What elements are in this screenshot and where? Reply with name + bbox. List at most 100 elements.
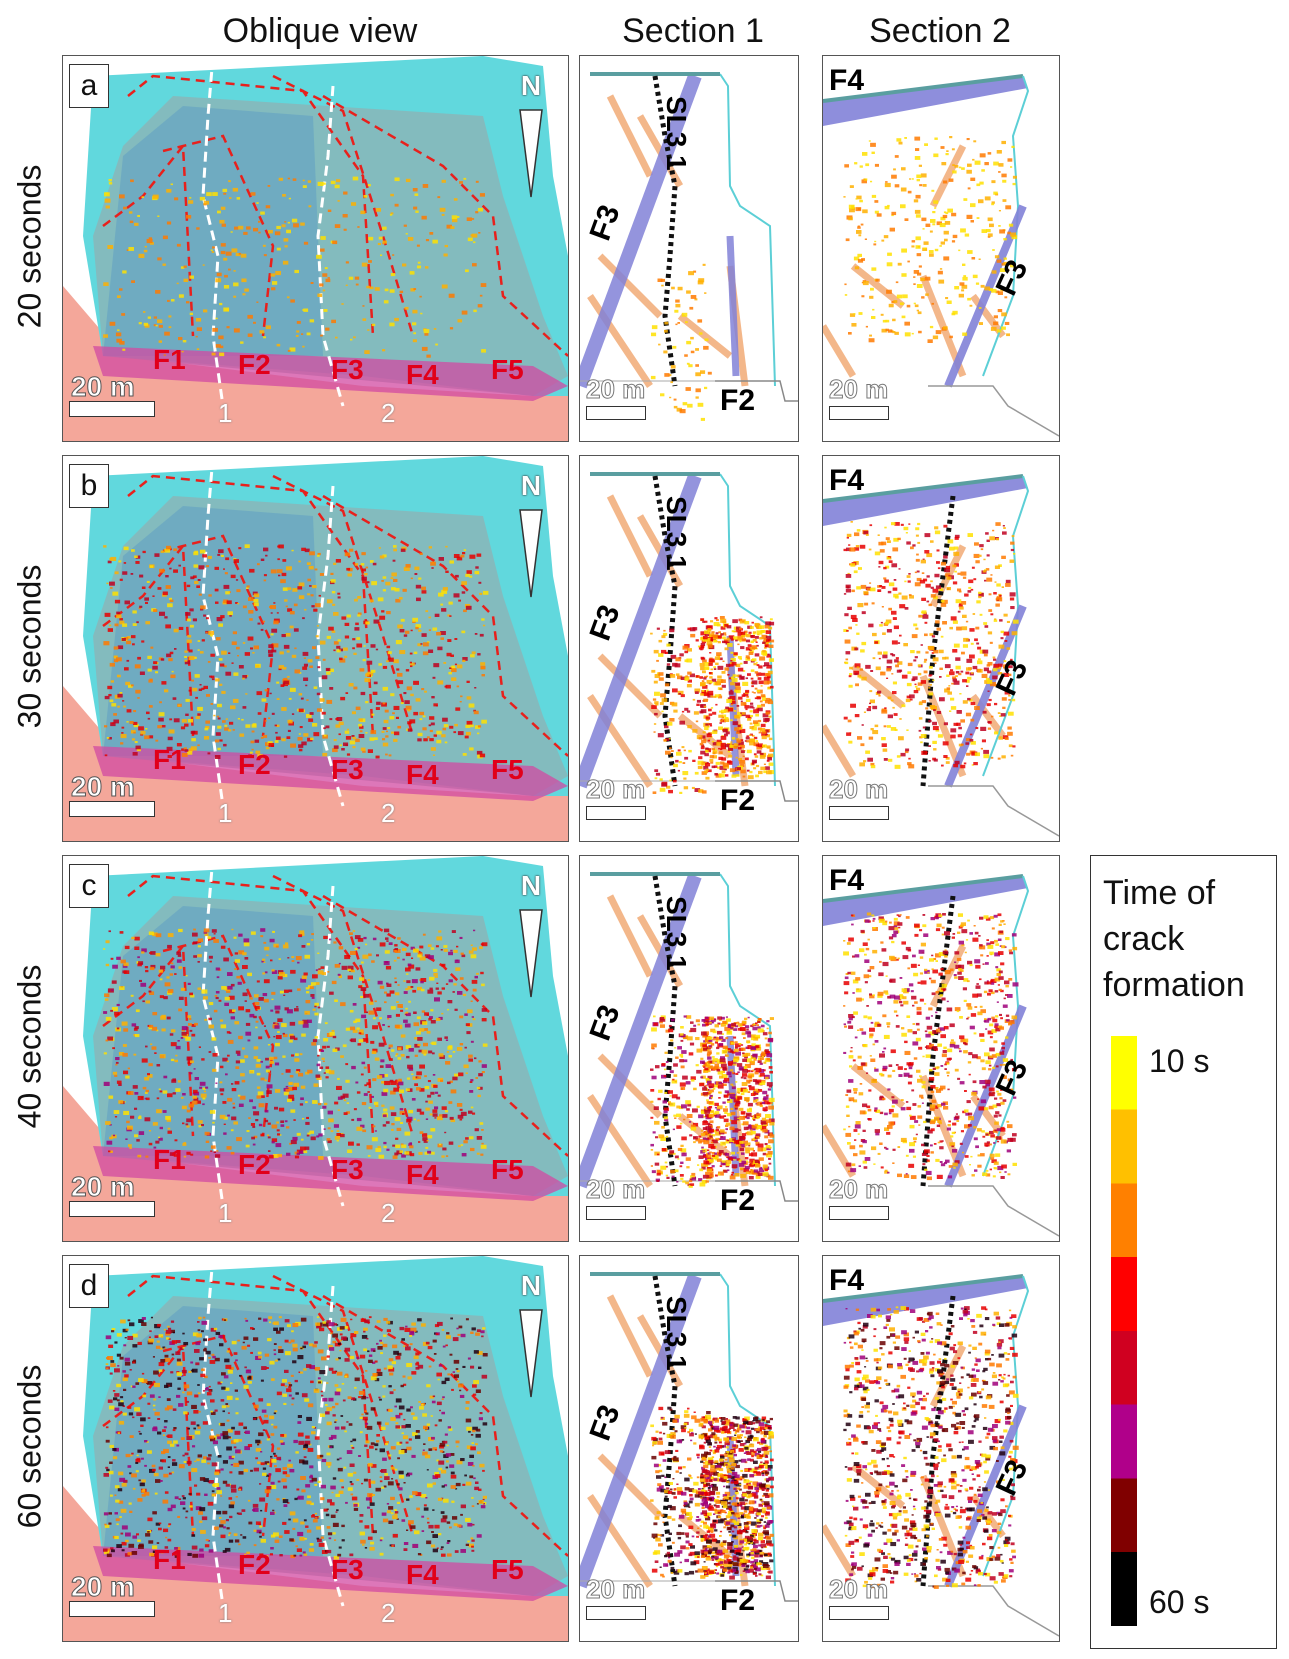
- north-arrow: N: [516, 1270, 546, 1407]
- section2-scale-label: 20 m: [828, 1574, 889, 1605]
- panel-label: c: [69, 864, 109, 908]
- row-label-a: 20 seconds: [11, 164, 48, 328]
- section1-scale-label: 20 m: [585, 774, 646, 805]
- fault-label-f1: F1: [153, 344, 186, 375]
- oblique-view-panel-c: c N F1 F2 F3 F4 F5 1 2 20 m: [62, 855, 569, 1242]
- fault-label-f5: F5: [491, 1154, 524, 1185]
- section1-model: [580, 72, 798, 421]
- fault-label-f1: F1: [153, 1144, 186, 1175]
- oblique-view-panel-d: d N F1 F2 F3 F4 F5 1 2 20 m: [62, 1255, 569, 1642]
- fault-label-f4: F4: [406, 1159, 439, 1190]
- oblique-view-panel-a: a N F1 F2 F3 F4 F5 1 2 20 m: [62, 55, 569, 442]
- section-line-1-label: 1: [218, 398, 233, 428]
- section2-scale-bar: [829, 806, 889, 820]
- section2-model: [823, 474, 1059, 837]
- scarp-line-label: SL3 1: [661, 96, 692, 171]
- section1-fault-f2-label: F2: [720, 1184, 756, 1217]
- fault-label-f2: F2: [238, 1549, 271, 1580]
- section2-panel-d: F4 F3 20 m: [822, 1255, 1060, 1642]
- scale-label: 20 m: [71, 1571, 136, 1603]
- section1-scale-label: 20 m: [585, 374, 646, 405]
- section2-panel-a: F4 F3 20 m: [822, 55, 1060, 442]
- section1-scale-bar: [586, 1206, 646, 1220]
- section-line-2-label: 2: [381, 1198, 396, 1228]
- legend-min-label: 10 s: [1149, 1043, 1210, 1079]
- fault-label-f2: F2: [238, 749, 271, 780]
- section1-panel-c: SL3 1 F3 F2 20 m: [579, 855, 799, 1242]
- section1-fault-f2-label: F2: [720, 1584, 756, 1617]
- section-line-1-label: 1: [218, 1198, 233, 1228]
- section2-fault-f4-label: F4: [829, 64, 865, 97]
- section1-model: [580, 472, 798, 802]
- section2-fault-f4-label: F4: [829, 464, 865, 497]
- fault-label-f1: F1: [153, 744, 186, 775]
- scale-label: 20 m: [71, 771, 136, 803]
- fault-label-f1: F1: [153, 1544, 186, 1575]
- oblique-model: [63, 56, 568, 441]
- section2-panel-b: F4 F3 20 m: [822, 455, 1060, 842]
- section-line-1-label: 1: [218, 798, 233, 828]
- section1-model: [580, 1272, 798, 1602]
- scale-label: 20 m: [71, 1171, 136, 1203]
- section2-scale-bar: [829, 1206, 889, 1220]
- section-line-2-label: 2: [381, 798, 396, 828]
- section1-scale-label: 20 m: [585, 1574, 646, 1605]
- oblique-model: [63, 456, 568, 841]
- section1-scale-bar: [586, 806, 646, 820]
- section1-model: [580, 872, 798, 1202]
- section1-fault-f2-label: F2: [720, 384, 756, 417]
- section1-panel-b: SL3 1 F3 F2 20 m: [579, 455, 799, 842]
- section2-panel-c: F4 F3 20 m: [822, 855, 1060, 1242]
- section-line-2-label: 2: [381, 398, 396, 428]
- panel-label: a: [69, 64, 109, 108]
- section2-model: [823, 1274, 1059, 1637]
- section1-panel-d: SL3 1 F3 F2 20 m: [579, 1255, 799, 1642]
- panel-label: d: [69, 1264, 109, 1308]
- fault-label-f4: F4: [406, 1559, 439, 1590]
- panel-label: b: [69, 464, 109, 508]
- section-line-2-label: 2: [381, 1598, 396, 1628]
- row-label-c: 40 seconds: [11, 964, 48, 1128]
- section2-model: [823, 874, 1059, 1237]
- fault-label-f5: F5: [491, 1554, 524, 1585]
- row-label-b: 30 seconds: [11, 564, 48, 728]
- section2-scale-label: 20 m: [828, 374, 889, 405]
- fault-label-f3: F3: [331, 354, 364, 385]
- scale-bar: [69, 801, 155, 817]
- fault-label-f3: F3: [331, 1154, 364, 1185]
- section2-scale-label: 20 m: [828, 774, 889, 805]
- scarp-line-label: SL3 1: [661, 496, 692, 571]
- north-arrow: N: [516, 470, 546, 607]
- section1-panel-a: SL3 1 F3 F2 20 m: [579, 55, 799, 442]
- column-header-section2: Section 2: [869, 12, 1011, 50]
- fault-label-f4: F4: [406, 359, 439, 390]
- section1-scale-label: 20 m: [585, 1174, 646, 1205]
- section2-scale-bar: [829, 406, 889, 420]
- oblique-view-panel-b: b N F1 F2 F3 F4 F5 1 2 20 m: [62, 455, 569, 842]
- fault-label-f5: F5: [491, 754, 524, 785]
- section-line-1-label: 1: [218, 1598, 233, 1628]
- legend-max-label: 60 s: [1149, 1584, 1210, 1620]
- section2-fault-f4-label: F4: [829, 1264, 865, 1297]
- scale-bar: [69, 1201, 155, 1217]
- fault-label-f2: F2: [238, 1149, 271, 1180]
- color-legend: Time of crack formation 10 s 60 s: [1090, 855, 1277, 1649]
- section2-scale-bar: [829, 1606, 889, 1620]
- oblique-model: [63, 856, 568, 1241]
- north-arrow: N: [516, 870, 546, 1007]
- fault-label-f5: F5: [491, 354, 524, 385]
- scale-label: 20 m: [71, 371, 136, 403]
- column-header-section1: Section 1: [622, 12, 764, 50]
- column-header-oblique: Oblique view: [222, 12, 418, 50]
- section2-fault-f4-label: F4: [829, 864, 865, 897]
- legend-title: Time of crack formation: [1103, 874, 1245, 1004]
- section1-fault-f2-label: F2: [720, 784, 756, 817]
- scarp-line-label: SL3 1: [661, 1296, 692, 1371]
- section2-model: [823, 74, 1059, 437]
- oblique-model: [63, 1256, 568, 1641]
- section1-scale-bar: [586, 406, 646, 420]
- scarp-line-label: SL3 1: [661, 896, 692, 971]
- row-label-d: 60 seconds: [11, 1364, 48, 1528]
- fault-label-f4: F4: [406, 759, 439, 790]
- fault-label-f3: F3: [331, 754, 364, 785]
